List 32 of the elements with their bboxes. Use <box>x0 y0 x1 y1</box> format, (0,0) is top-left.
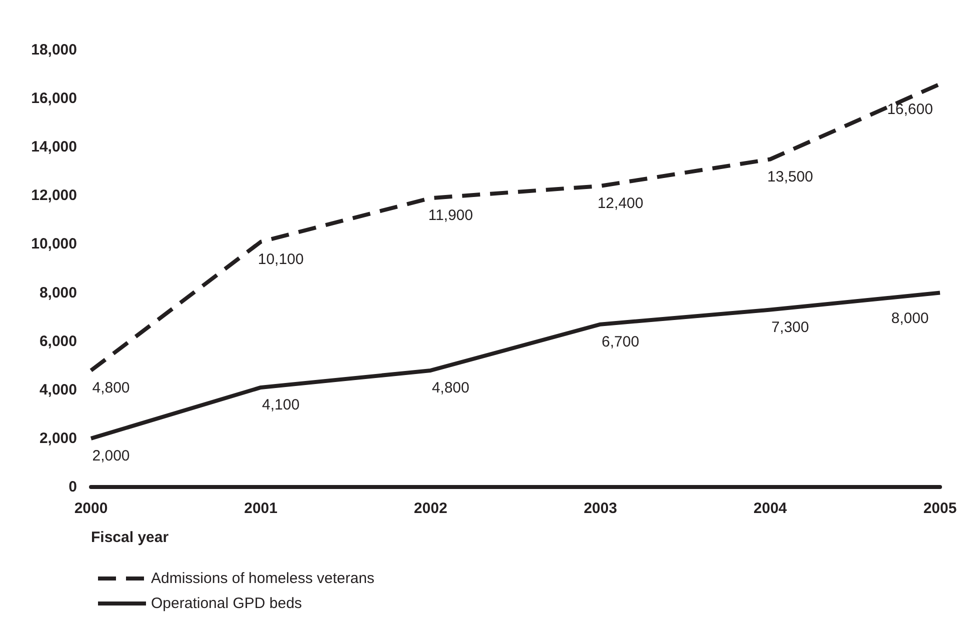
data-label: 16,600 <box>887 100 933 118</box>
y-tick-label: 8,000 <box>39 284 77 302</box>
legend-label: Admissions of homeless veterans <box>151 570 374 587</box>
data-label: 10,100 <box>258 250 304 268</box>
x-tick-label: 2005 <box>923 500 957 517</box>
y-tick-label: 6,000 <box>39 332 77 350</box>
line-series <box>89 290 942 440</box>
legend-label: Operational GPD beds <box>151 595 302 612</box>
y-tick-label: 14,000 <box>31 138 77 156</box>
y-tick-label: 16,000 <box>31 90 77 108</box>
x-tick-label: 2002 <box>414 500 448 517</box>
x-tick-label: 2001 <box>244 500 278 517</box>
y-tick-label: 12,000 <box>31 187 77 204</box>
y-tick-label: 4,000 <box>39 381 77 398</box>
x-axis-title: Fiscal year <box>91 529 169 546</box>
data-label: 12,400 <box>597 194 644 212</box>
data-label: 6,700 <box>602 333 640 350</box>
x-tick-label: 2000 <box>74 500 108 517</box>
x-tick-label: 2004 <box>754 500 788 517</box>
y-tick-label: 0 <box>68 478 77 496</box>
data-label: 11,900 <box>428 207 473 224</box>
data-label: 4,800 <box>92 379 130 396</box>
x-tick-label: 2003 <box>584 500 618 517</box>
data-label: 13,500 <box>767 168 814 186</box>
y-tick-label: 2,000 <box>39 430 77 447</box>
data-label: 4,100 <box>262 396 300 414</box>
data-label: 8,000 <box>891 310 929 327</box>
data-label: 7,300 <box>771 318 809 336</box>
y-tick-label: 10,000 <box>31 236 77 253</box>
y-tick-label: 18,000 <box>31 42 77 58</box>
data-label: 4,800 <box>432 379 470 396</box>
data-label: 2,000 <box>92 447 130 464</box>
